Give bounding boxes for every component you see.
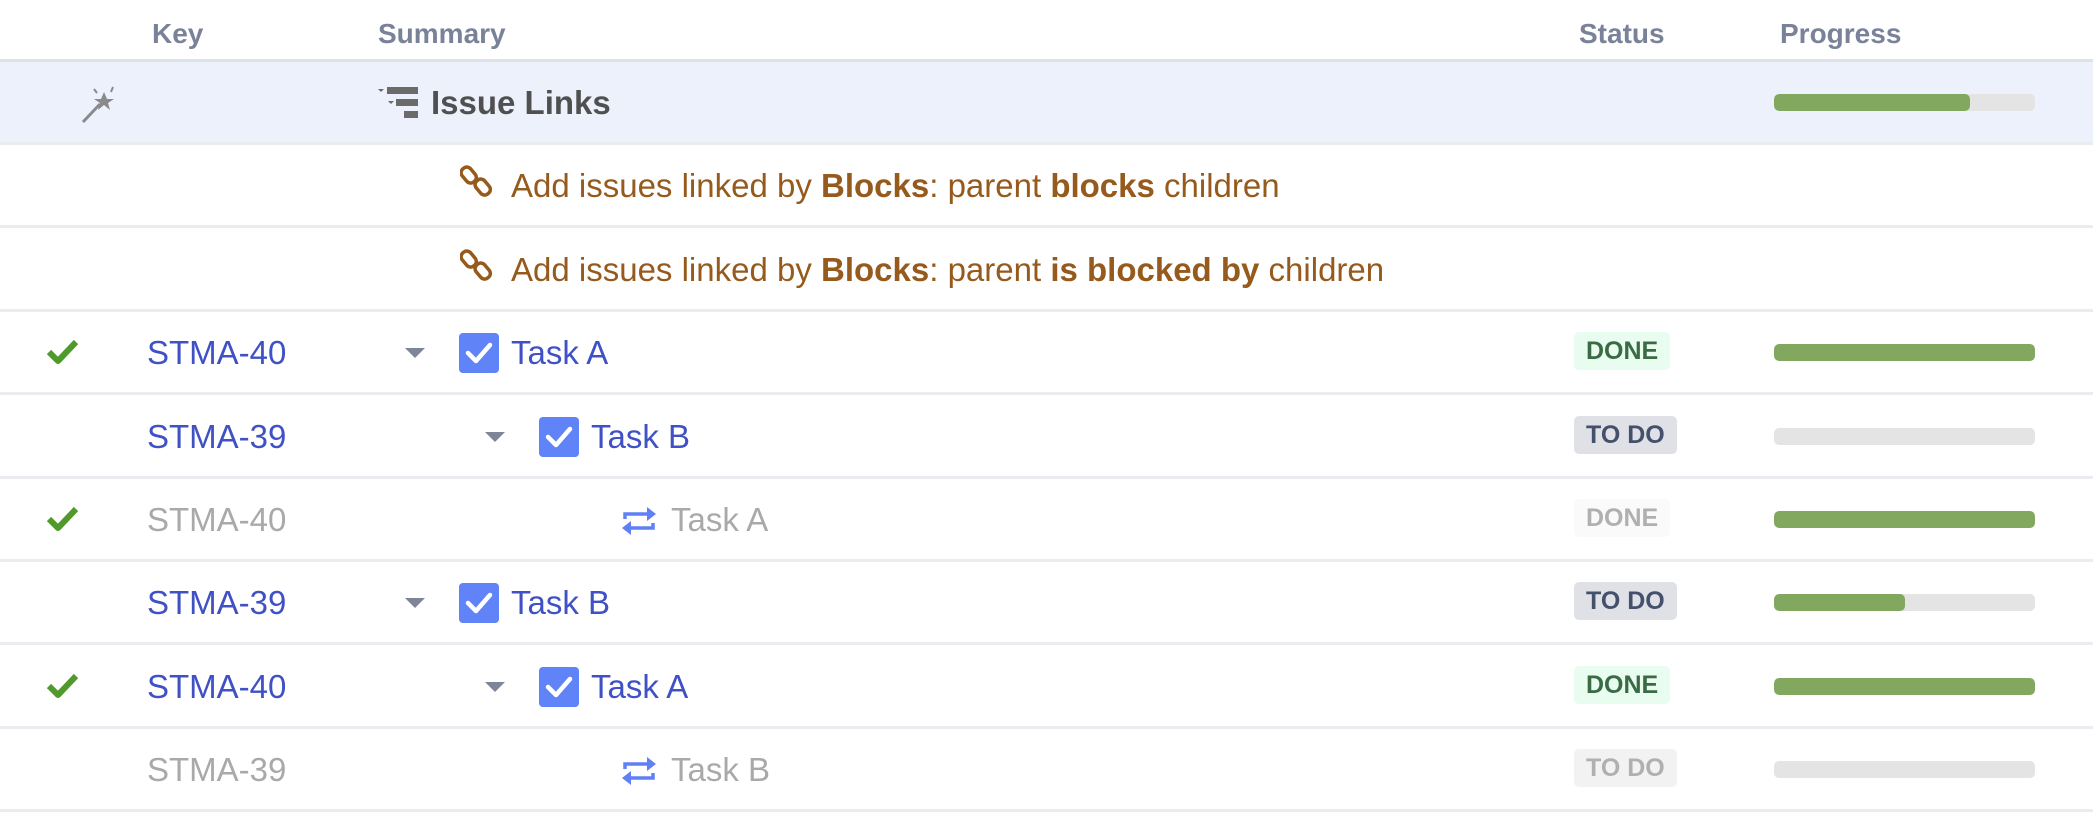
repeat-duplicate-icon — [622, 757, 656, 786]
issue-key-link[interactable]: STMA-39 — [147, 584, 287, 622]
progress-bar — [1774, 677, 2035, 695]
table-row[interactable]: STMA-39 Task B TO DO — [0, 729, 2093, 813]
issue-summary[interactable]: Task A — [591, 667, 689, 705]
progress-bar — [1774, 427, 2035, 445]
progress-fill — [1774, 677, 2035, 695]
magic-wand-icon — [81, 86, 114, 124]
table-header: Key Summary Status Progress — [0, 0, 2093, 62]
progress-bar — [1774, 761, 2035, 779]
repeat-duplicate-icon — [622, 507, 656, 535]
link-rule-text: Add issues linked by Blocks: parent is b… — [511, 250, 1385, 288]
status-badge[interactable]: DONE — [1574, 499, 1671, 537]
link-icon — [459, 165, 494, 204]
expand-arrow-icon[interactable] — [405, 598, 425, 609]
link-rule-row[interactable]: Add issues linked by Blocks: parent bloc… — [0, 145, 2093, 229]
progress-bar — [1774, 511, 2035, 528]
table-row[interactable]: STMA-40 Task A DONE — [0, 312, 2093, 396]
table-row[interactable]: STMA-39 Task B TO DO — [0, 562, 2093, 646]
resolved-check-icon — [46, 506, 79, 531]
progress-bar — [1774, 344, 2035, 362]
progress-bar — [1774, 594, 2035, 612]
issue-key-link[interactable]: STMA-39 — [147, 417, 287, 455]
link-rule-row[interactable]: Add issues linked by Blocks: parent is b… — [0, 229, 2093, 312]
resolved-check-icon — [46, 340, 79, 365]
table-row[interactable]: STMA-40 Task A DONE — [0, 646, 2093, 729]
progress-bar — [1774, 94, 2035, 111]
progress-fill — [1774, 511, 2035, 528]
progress-fill — [1774, 594, 1905, 612]
issue-summary[interactable]: Task B — [511, 584, 611, 622]
expand-arrow-icon[interactable] — [485, 681, 505, 692]
hierarchy-structure-icon — [378, 87, 418, 118]
task-type-icon — [539, 416, 579, 457]
expand-arrow-icon[interactable] — [405, 348, 425, 359]
status-badge[interactable]: TO DO — [1574, 749, 1677, 788]
expand-arrow-icon[interactable] — [485, 431, 505, 442]
issue-summary[interactable]: Task B — [591, 417, 691, 455]
task-type-icon — [459, 333, 499, 374]
column-header-key[interactable]: Key — [152, 18, 204, 49]
issue-key-link[interactable]: STMA-40 — [147, 501, 287, 538]
resolved-check-icon — [46, 673, 79, 698]
group-row-issue-links[interactable]: Issue Links — [0, 62, 2093, 145]
link-rule-text: Add issues linked by Blocks: parent bloc… — [511, 167, 1280, 205]
status-badge[interactable]: TO DO — [1574, 415, 1677, 454]
column-header-status[interactable]: Status — [1579, 18, 1665, 49]
link-icon — [459, 249, 494, 288]
group-title: Issue Links — [431, 84, 611, 121]
status-badge[interactable]: TO DO — [1574, 582, 1677, 621]
issue-summary[interactable]: Task B — [671, 751, 771, 789]
progress-fill — [1774, 94, 1970, 111]
task-type-icon — [459, 583, 499, 624]
table-row[interactable]: STMA-39 Task B TO DO — [0, 396, 2093, 479]
task-type-icon — [539, 666, 579, 707]
status-badge[interactable]: DONE — [1574, 332, 1671, 371]
status-badge[interactable]: DONE — [1574, 665, 1671, 704]
issue-key-link[interactable]: STMA-40 — [147, 667, 287, 705]
column-header-progress[interactable]: Progress — [1780, 18, 1902, 49]
issue-summary[interactable]: Task A — [671, 501, 769, 538]
column-header-summary[interactable]: Summary — [378, 18, 506, 49]
table-row[interactable]: STMA-40 Task A DONE — [0, 479, 2093, 562]
issue-summary[interactable]: Task A — [511, 334, 609, 372]
progress-fill — [1774, 344, 2035, 362]
issue-key-link[interactable]: STMA-40 — [147, 334, 287, 372]
issue-key-link[interactable]: STMA-39 — [147, 751, 287, 789]
